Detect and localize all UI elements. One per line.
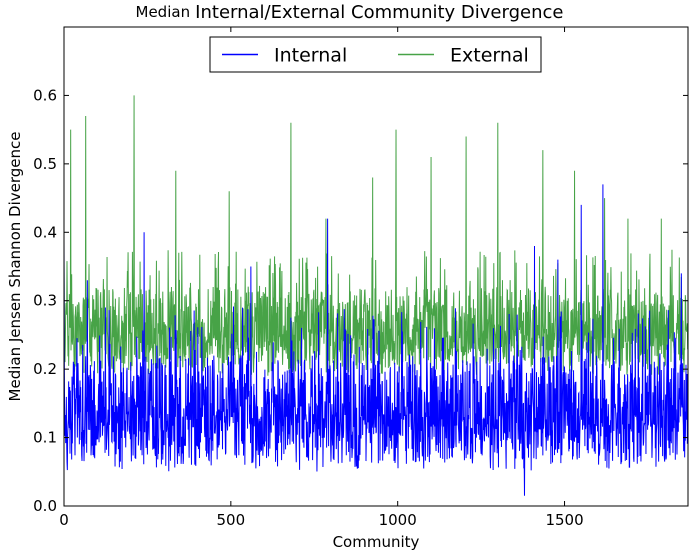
legend-layer: Internal External [209,36,542,73]
axes-layer: 0 500 1000 1500 0.0 0.1 0.2 0.3 0.4 0.5 0.6 Communi… [6,26,689,551]
legend-label-external: External [450,45,529,67]
y-tick-label: 0.2 [33,360,57,378]
y-tick-label: 0.0 [33,497,57,515]
series-line-external [64,95,688,376]
y-axis-label: Median Jensen Shannon Divergence [6,132,24,402]
x-tick-label: 1500 [545,511,583,529]
y-tick-label: 0.4 [33,223,57,241]
series-layer [64,95,688,496]
y-tick-label: 0.3 [33,292,57,310]
plot-frame [63,26,689,507]
x-axis-label: Community [333,533,420,551]
y-tick-label: 0.6 [33,86,57,104]
chart-title-prefix: Median [135,3,191,21]
x-tick-label: 500 [217,511,246,529]
chart-title: Median Internal/External Community Diver… [0,2,699,23]
series-line-internal [64,184,688,496]
x-tick-label: 0 [59,511,69,529]
y-tick-label: 0.5 [33,155,57,173]
x-tick-label: 1000 [379,511,417,529]
chart-title-main: Internal/External Community Divergence [195,2,564,23]
legend-label-internal: Internal [274,45,347,67]
y-tick-label: 0.1 [33,429,57,447]
legend-box [209,36,542,73]
